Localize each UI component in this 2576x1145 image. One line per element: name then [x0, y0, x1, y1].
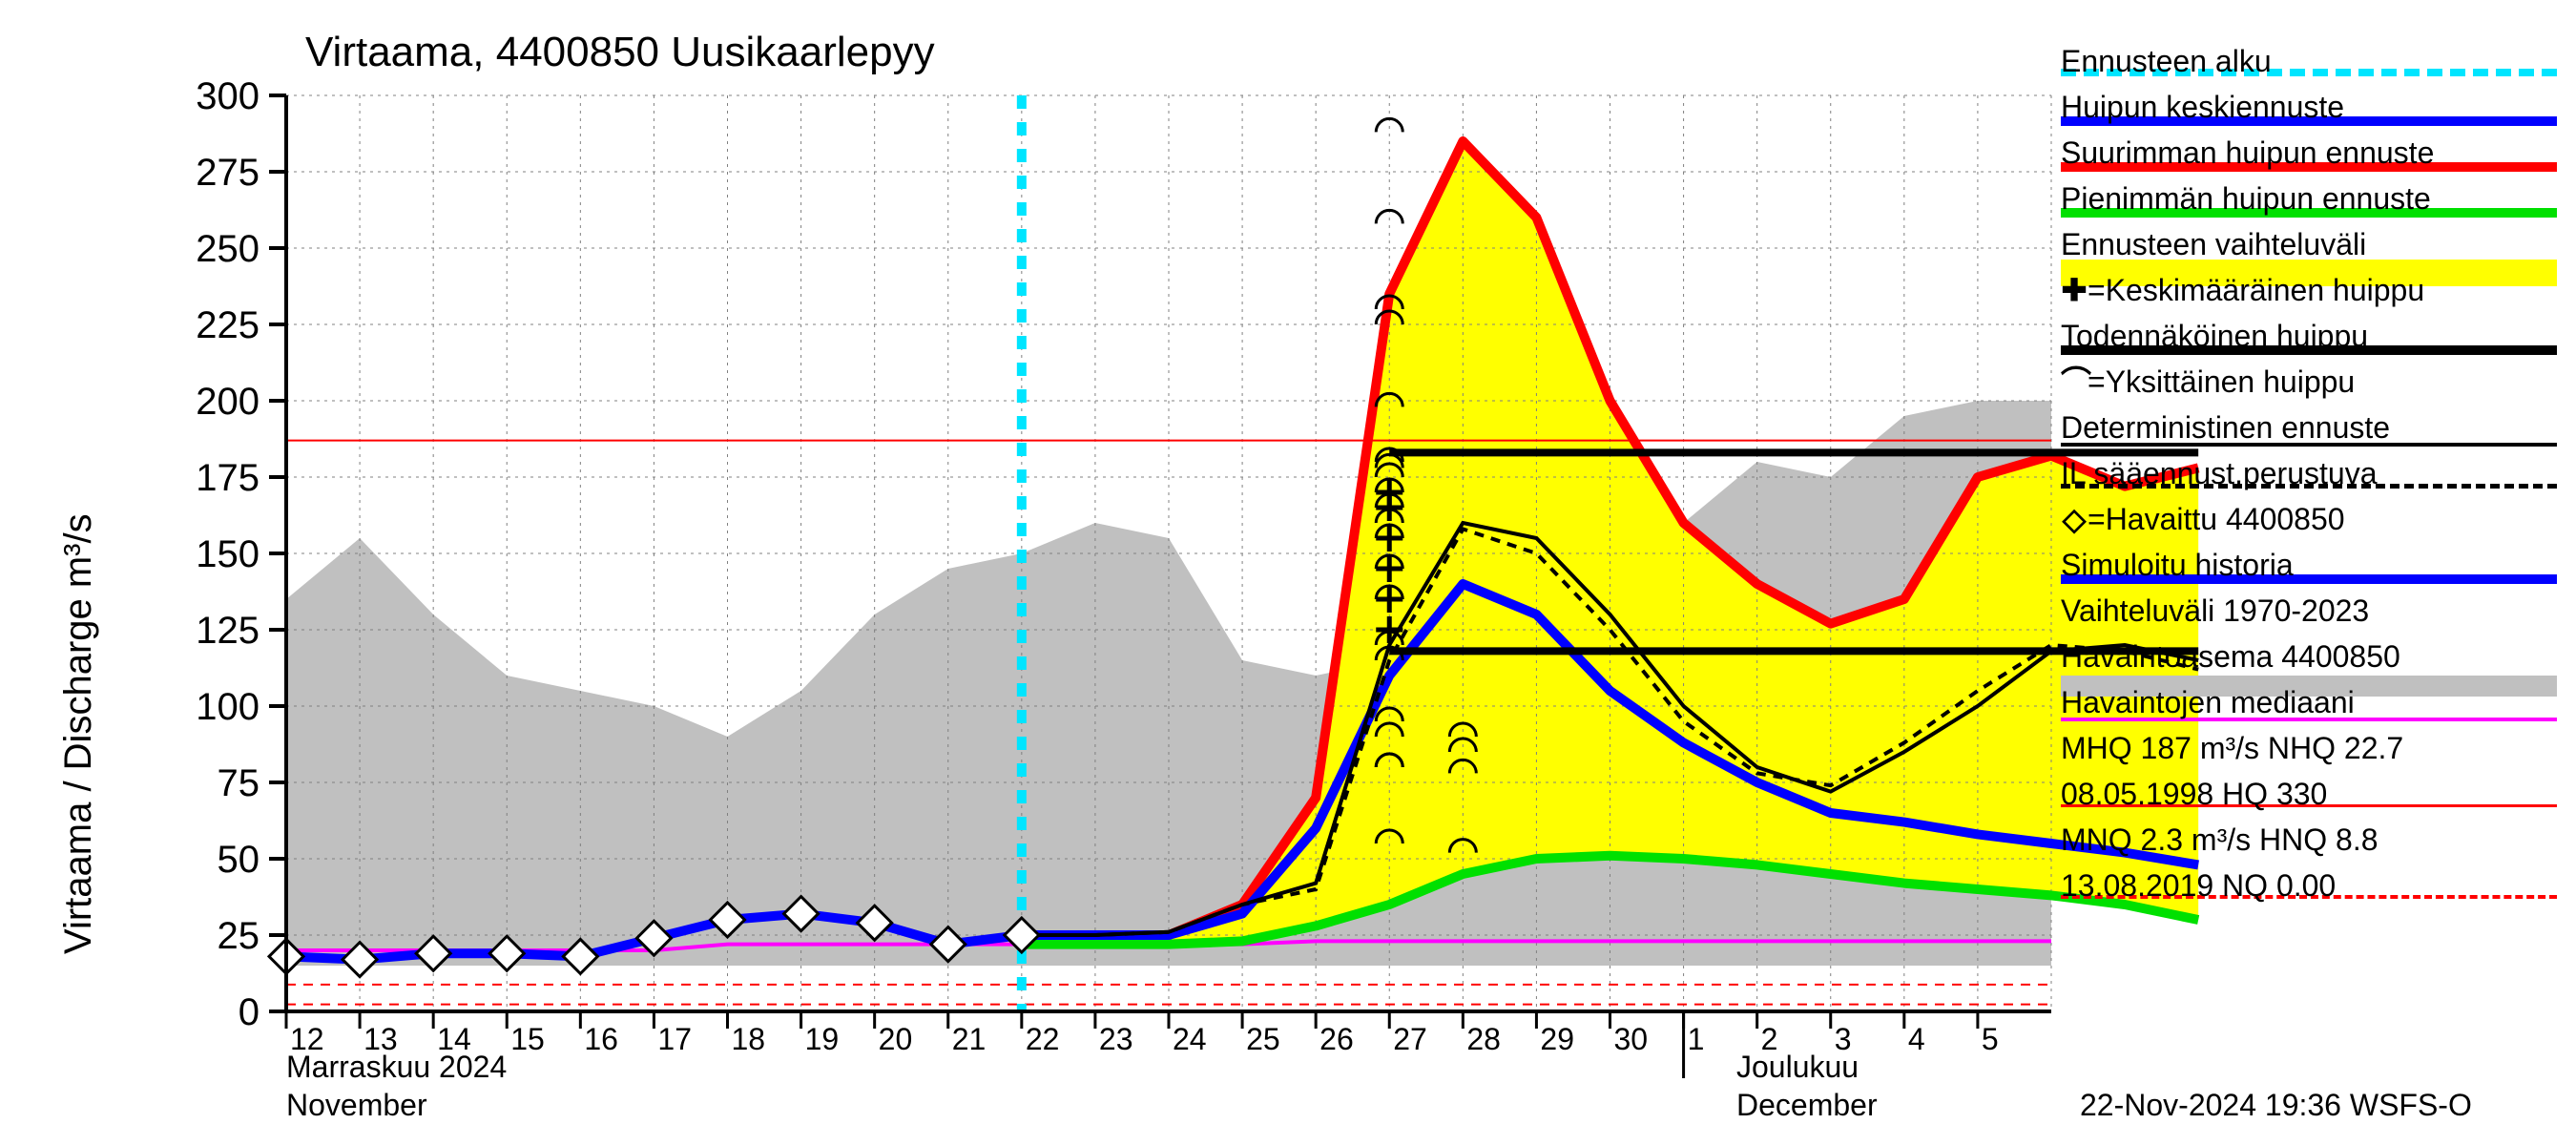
- svg-text:22: 22: [1026, 1022, 1060, 1056]
- legend-label: Todennäköinen huippu: [2061, 321, 2368, 351]
- legend-item-hq: 08.05.1998 HQ 330: [2061, 771, 2557, 817]
- svg-text:30: 30: [1614, 1022, 1649, 1056]
- legend-item-station: Havaintoasema 4400850: [2061, 634, 2557, 679]
- legend-item-max_peak: Suurimman huipun ennuste: [2061, 130, 2557, 176]
- svg-text:19: 19: [805, 1022, 840, 1056]
- legend-item-nq: 13.08.2019 NQ 0.00: [2061, 863, 2557, 908]
- month2-fi: Joulukuu: [1736, 1050, 1859, 1085]
- legend-label: Havaintojen mediaani: [2061, 687, 2355, 718]
- legend-label: Havaintoasema 4400850: [2061, 641, 2400, 672]
- svg-text:21: 21: [952, 1022, 987, 1056]
- legend-label: Ennusteen alku: [2061, 46, 2272, 76]
- svg-text:175: 175: [196, 457, 260, 499]
- y-axis-label: Virtaama / Discharge m³/s: [57, 513, 100, 954]
- legend-label: MHQ 187 m³/s NHQ 22.7: [2061, 733, 2403, 763]
- svg-text:25: 25: [218, 915, 260, 957]
- legend-label: MNQ 2.3 m³/s HNQ 8.8: [2061, 824, 2379, 855]
- legend-label: Vaihteluväli 1970-2023: [2061, 595, 2369, 626]
- legend-label: ✚=Keskimääräinen huippu: [2061, 275, 2424, 305]
- legend-item-forecast_start: Ennusteen alku: [2061, 38, 2557, 84]
- legend-item-sim_history: Simuloitu historia: [2061, 542, 2557, 588]
- svg-text:1: 1: [1688, 1022, 1705, 1056]
- legend-symbol: ⌒: [2061, 366, 2088, 397]
- svg-text:18: 18: [732, 1022, 766, 1056]
- svg-text:225: 225: [196, 304, 260, 346]
- svg-text:17: 17: [657, 1022, 692, 1056]
- legend-label: ⌒=Yksittäinen huippu: [2061, 366, 2355, 397]
- svg-text:100: 100: [196, 686, 260, 728]
- svg-text:29: 29: [1540, 1022, 1574, 1056]
- month2-en: December: [1736, 1088, 1878, 1123]
- svg-text:0: 0: [239, 991, 260, 1033]
- legend-item-range_hist: Vaihteluväli 1970-2023: [2061, 588, 2557, 634]
- legend-item-range: Ennusteen vaihteluväli: [2061, 221, 2557, 267]
- legend-item-min_peak: Pienimmän huipun ennuste: [2061, 176, 2557, 221]
- legend-item-il_forecast: IL sääennust.perustuva: [2061, 450, 2557, 496]
- legend-label: Huipun keskiennuste: [2061, 92, 2344, 122]
- svg-text:26: 26: [1319, 1022, 1354, 1056]
- legend-item-mhq: MHQ 187 m³/s NHQ 22.7: [2061, 725, 2557, 771]
- svg-text:250: 250: [196, 228, 260, 270]
- legend-item-peak_mean: Huipun keskiennuste: [2061, 84, 2557, 130]
- svg-text:24: 24: [1173, 1022, 1207, 1056]
- svg-text:200: 200: [196, 381, 260, 423]
- svg-text:50: 50: [218, 839, 260, 881]
- legend-item-obs_median: Havaintojen mediaani: [2061, 679, 2557, 725]
- svg-text:125: 125: [196, 610, 260, 652]
- legend-symbol: ✚: [2061, 275, 2088, 305]
- chart-container: 0255075100125150175200225250275300121314…: [0, 0, 2576, 1145]
- legend-item-likely_peak: Todennäköinen huippu: [2061, 313, 2557, 359]
- svg-text:275: 275: [196, 152, 260, 194]
- svg-text:23: 23: [1099, 1022, 1133, 1056]
- svg-text:28: 28: [1466, 1022, 1501, 1056]
- legend-label: 08.05.1998 HQ 330: [2061, 779, 2327, 809]
- chart-legend: Ennusteen alku Huipun keskiennuste Suurimm…: [2061, 38, 2557, 908]
- legend-item-observed: ◇=Havaittu 4400850: [2061, 496, 2557, 542]
- legend-label: Suurimman huipun ennuste: [2061, 137, 2434, 168]
- legend-label: ◇=Havaittu 4400850: [2061, 504, 2345, 534]
- footer-timestamp: 22-Nov-2024 19:36 WSFS-O: [2080, 1088, 2472, 1123]
- legend-label: 13.08.2019 NQ 0.00: [2061, 870, 2336, 901]
- svg-text:16: 16: [584, 1022, 618, 1056]
- svg-text:15: 15: [510, 1022, 545, 1056]
- svg-text:75: 75: [218, 762, 260, 804]
- legend-label: Pienimmän huipun ennuste: [2061, 183, 2431, 214]
- svg-text:27: 27: [1393, 1022, 1427, 1056]
- legend-label: IL sääennust.perustuva: [2061, 458, 2377, 489]
- legend-label: Deterministinen ennuste: [2061, 412, 2390, 443]
- legend-symbol: ◇: [2061, 504, 2088, 534]
- legend-label: Ennusteen vaihteluväli: [2061, 229, 2366, 260]
- chart-title: Virtaama, 4400850 Uusikaarlepyy: [305, 29, 935, 76]
- legend-label: Simuloitu historia: [2061, 550, 2294, 580]
- svg-text:4: 4: [1908, 1022, 1925, 1056]
- legend-item-mnq: MNQ 2.3 m³/s HNQ 8.8: [2061, 817, 2557, 863]
- svg-text:300: 300: [196, 75, 260, 117]
- legend-item-deterministic: Deterministinen ennuste: [2061, 405, 2557, 450]
- svg-text:150: 150: [196, 533, 260, 575]
- month1-fi: Marraskuu 2024: [286, 1050, 507, 1085]
- svg-text:25: 25: [1246, 1022, 1280, 1056]
- month1-en: November: [286, 1088, 427, 1123]
- legend-item-indiv_peak: ⌒=Yksittäinen huippu: [2061, 359, 2557, 405]
- legend-item-mean_peak_marker: ✚=Keskimääräinen huippu: [2061, 267, 2557, 313]
- svg-text:20: 20: [879, 1022, 913, 1056]
- svg-text:5: 5: [1982, 1022, 1999, 1056]
